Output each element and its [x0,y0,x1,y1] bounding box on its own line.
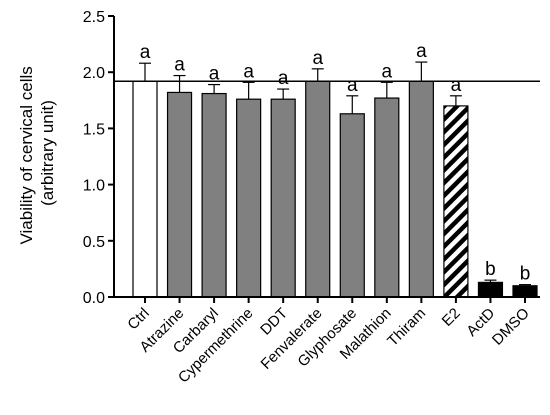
bar-ctrl [132,80,158,298]
x-tick-label-e2: E2 [439,305,464,330]
significance-label-carbaryl: a [209,64,220,85]
significance-label-ddt: a [278,68,289,89]
y-tick-label: 0.0 [83,290,105,307]
axes-layer [108,15,540,303]
bar-malathion [374,97,400,298]
significance-label-ctrl: a [140,42,151,63]
bar-e2 [443,105,469,298]
significance-label-e2: a [451,75,462,96]
significance-label-cypermethrine: a [243,61,254,82]
y-tick-label: 0.5 [83,234,105,251]
bars-layer [132,61,538,298]
bar-atrazine [166,91,193,298]
significance-label-dmso: b [520,264,531,285]
bar-actd [477,281,504,298]
x-tick-label-dmso: DMSO [489,305,533,349]
y-tick-label: 2.0 [83,65,105,82]
bar-fenvalerate [305,80,331,298]
y-tick-label: 1.0 [83,178,105,195]
bar-glyphosate [339,113,365,298]
y-tick-label: 1.5 [83,121,105,138]
significance-label-malathion: a [382,61,393,82]
y-axis-label-line-2: (arbitrary unit) [38,100,57,206]
x-tick-label-thiram: Thiram [384,305,429,350]
bar-ddt [270,98,296,298]
y-tick-label: 2.5 [83,9,105,26]
significance-label-actd: b [485,259,496,280]
significance-label-atrazine: a [174,55,185,76]
significance-label-thiram: a [416,41,427,62]
bar-dmso [512,285,538,298]
x-tick-label-ctrl: Ctrl [124,305,153,334]
significance-label-glyphosate: a [347,75,358,96]
y-axis-label-line-1: Viability of cervical cells [17,66,36,244]
bar-thiram [408,80,434,298]
y-axis-label: Viability of cervical cells (arbitrary u… [17,62,57,245]
bar-carbaryl [201,92,227,298]
bar-cypermethrine [236,98,262,298]
significance-label-fenvalerate: a [312,48,323,69]
